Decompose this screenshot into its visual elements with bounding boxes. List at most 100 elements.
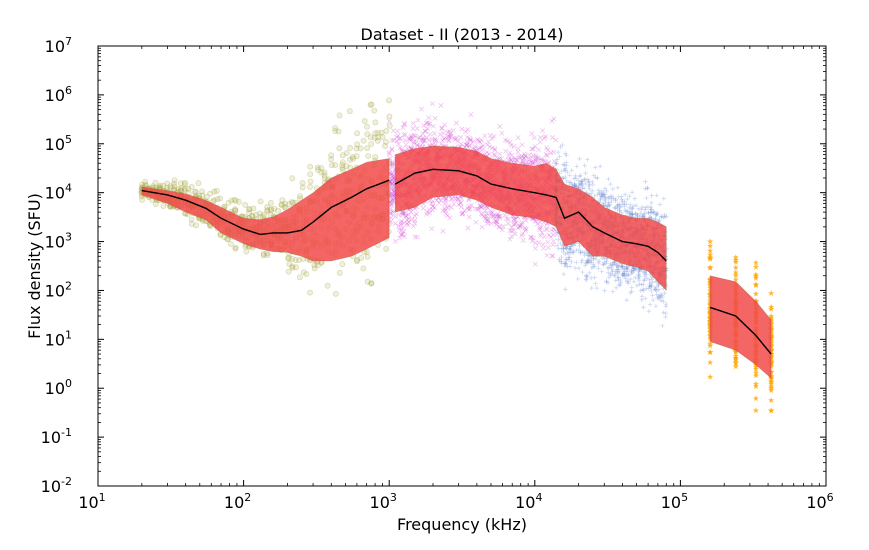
data-point	[430, 203, 436, 209]
data-point	[632, 196, 637, 201]
data-point	[538, 233, 543, 239]
data-point	[509, 158, 515, 163]
y-tick-label: 102	[45, 279, 72, 300]
data-point	[396, 141, 401, 147]
data-point	[177, 187, 184, 193]
data-point	[593, 281, 598, 286]
data-point	[572, 182, 577, 188]
data-point	[707, 342, 714, 349]
data-point	[339, 152, 346, 159]
data-point	[296, 274, 303, 281]
data-point	[540, 242, 546, 247]
y-tick-label: 107	[45, 35, 72, 56]
data-point	[402, 122, 407, 128]
data-point	[552, 227, 558, 233]
data-point	[412, 213, 418, 219]
data-point	[768, 290, 775, 296]
data-point	[507, 228, 513, 234]
data-point	[574, 248, 579, 253]
data-point	[466, 214, 472, 220]
data-point	[332, 290, 339, 297]
data-point	[444, 213, 450, 219]
data-point	[408, 145, 414, 150]
scatter-points-layer	[138, 97, 775, 414]
data-point	[571, 243, 576, 248]
data-point	[571, 250, 576, 255]
data-point	[188, 216, 195, 223]
data-point	[413, 211, 419, 217]
data-point	[398, 227, 404, 233]
data-point	[442, 122, 448, 128]
data-point	[586, 260, 591, 265]
data-point	[412, 220, 418, 226]
data-point	[493, 214, 499, 220]
data-point	[491, 133, 497, 139]
data-point	[572, 265, 578, 271]
data-point	[584, 273, 589, 279]
data-point	[559, 168, 564, 174]
data-point	[429, 226, 435, 232]
data-point	[565, 264, 570, 269]
data-point	[560, 249, 566, 254]
data-point	[576, 266, 582, 271]
data-point	[528, 159, 534, 165]
data-point	[534, 155, 540, 161]
data-point	[515, 135, 521, 141]
data-point	[556, 237, 561, 242]
data-point	[167, 185, 174, 191]
data-point	[372, 130, 379, 137]
data-point	[408, 133, 414, 139]
data-point	[768, 407, 775, 414]
data-point	[391, 175, 397, 181]
data-point	[447, 134, 453, 140]
data-point	[392, 238, 398, 244]
data-point	[477, 203, 483, 209]
data-point	[455, 138, 461, 144]
data-point	[473, 206, 478, 212]
data-point	[559, 246, 564, 251]
data-point	[268, 207, 274, 214]
data-point	[492, 146, 498, 152]
data-point	[498, 156, 504, 162]
data-point	[286, 260, 293, 267]
data-point	[467, 136, 473, 141]
data-point	[256, 210, 263, 217]
data-point	[214, 196, 221, 203]
data-point	[388, 218, 394, 224]
data-point	[246, 206, 252, 213]
data-point	[526, 156, 532, 162]
data-point	[523, 218, 529, 223]
data-point	[213, 187, 220, 194]
data-point	[544, 252, 550, 258]
data-point	[526, 160, 532, 166]
data-point	[530, 160, 536, 166]
data-point	[549, 253, 555, 259]
data-point	[532, 217, 538, 223]
data-point	[511, 216, 517, 222]
data-point	[311, 265, 318, 272]
data-point	[560, 242, 565, 248]
data-point	[546, 232, 552, 238]
data-point	[519, 153, 525, 159]
data-point	[529, 238, 535, 244]
data-point	[391, 160, 396, 166]
data-point	[181, 187, 188, 194]
data-point	[391, 181, 397, 187]
data-point	[564, 178, 569, 184]
data-point	[631, 279, 637, 284]
data-point	[566, 180, 572, 185]
data-point	[580, 257, 585, 263]
data-point	[420, 135, 426, 141]
data-point	[453, 196, 459, 202]
data-point	[707, 242, 714, 249]
data-point	[163, 184, 170, 191]
data-point	[203, 193, 210, 200]
data-point	[586, 178, 591, 184]
data-point	[539, 224, 544, 230]
data-point	[581, 186, 587, 191]
y-axis-label: Flux density (SFU)	[25, 193, 44, 339]
data-point	[421, 123, 427, 128]
data-point	[442, 206, 448, 212]
data-point	[360, 137, 367, 144]
